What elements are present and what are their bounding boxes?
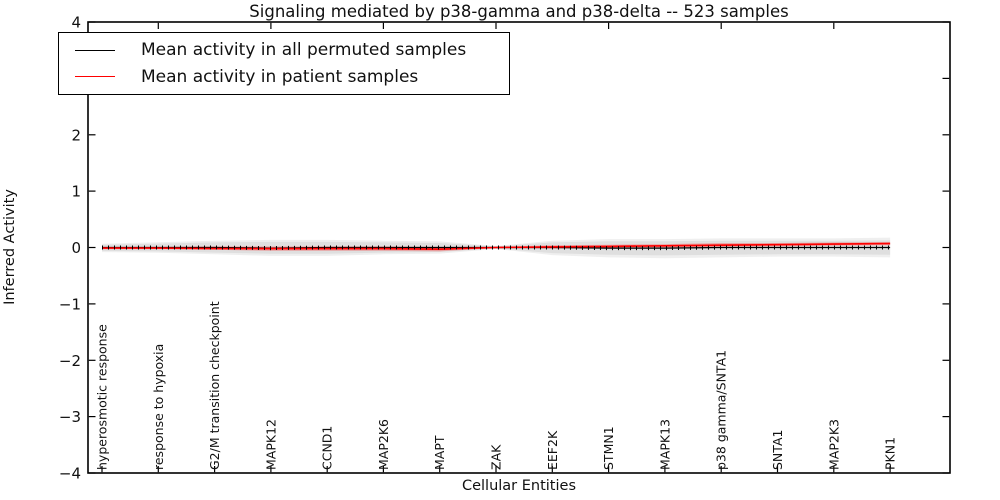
x-tick-label: hyperosmotic response <box>95 324 110 470</box>
x-tick-label: MAPT <box>432 435 447 470</box>
legend-box: Mean activity in all permuted samples Me… <box>58 32 510 95</box>
x-tick-label: response to hypoxia <box>151 344 166 470</box>
legend-item-patient: Mean activity in patient samples <box>75 64 509 90</box>
y-tick-label: 4 <box>71 14 81 32</box>
legend-label-patient: Mean activity in patient samples <box>141 66 419 87</box>
x-tick-label: SNTA1 <box>770 430 785 470</box>
x-tick-label: CCND1 <box>320 426 335 470</box>
x-tick-label: STMN1 <box>601 426 616 470</box>
legend-item-permuted: Mean activity in all permuted samples <box>75 37 509 63</box>
x-tick-label: MAP2K3 <box>826 419 841 470</box>
x-axis-label: Cellular Entities <box>461 478 577 494</box>
y-tick-label: −2 <box>59 352 81 370</box>
y-tick-label: 2 <box>71 126 81 144</box>
y-tick-label: −4 <box>59 465 81 483</box>
patient-mean-line <box>102 242 891 251</box>
x-tick-label: G2/M transition checkpoint <box>207 301 222 470</box>
permuted-line-swatch <box>75 49 115 51</box>
axes-frame <box>87 21 951 474</box>
x-tick-label: EEF2K <box>545 430 560 470</box>
x-tick-label: PKN1 <box>883 437 898 470</box>
patient-line-swatch <box>75 76 115 78</box>
y-tick-label: 1 <box>71 183 81 201</box>
x-tick-label: MAPK13 <box>657 419 672 470</box>
x-tick-label: ZAK <box>489 444 504 470</box>
y-tick-label: 0 <box>71 239 81 257</box>
y-tick-label: −1 <box>59 295 81 313</box>
x-tick-label: p38 gamma/SNTA1 <box>714 350 729 470</box>
chart-title: Signaling mediated by p38-gamma and p38-… <box>249 2 789 21</box>
x-tick-label: MAP2K6 <box>376 419 391 470</box>
x-tick-label: MAPK12 <box>263 419 278 470</box>
legend-label-permuted: Mean activity in all permuted samples <box>141 40 467 61</box>
y-tick-label: −3 <box>59 408 81 426</box>
